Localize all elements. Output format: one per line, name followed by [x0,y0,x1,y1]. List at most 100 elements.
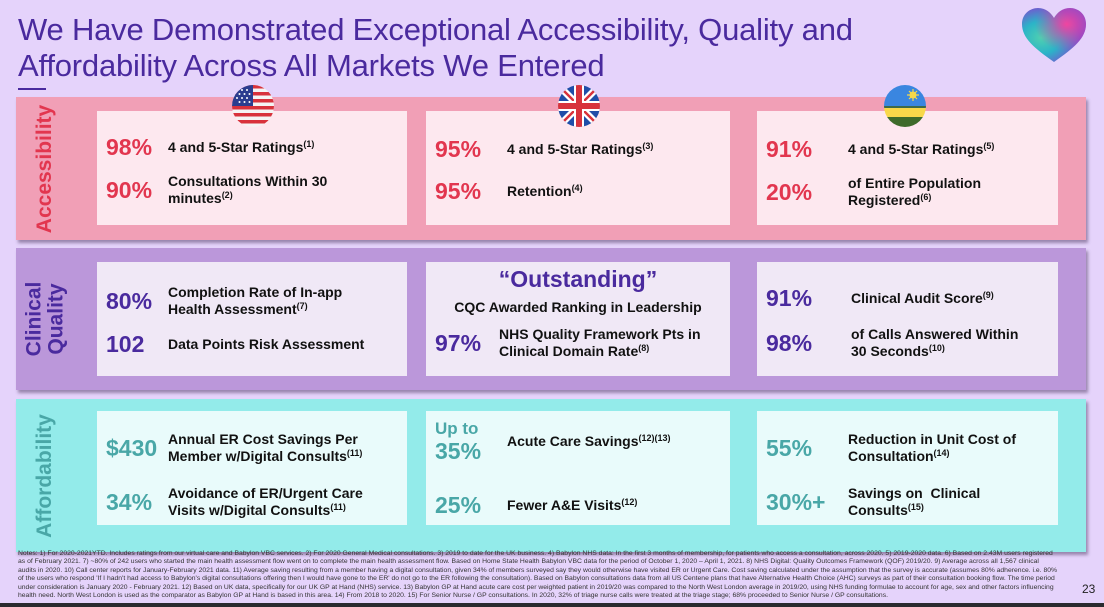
metric-description: Fewer A&E Visits(12) [507,497,637,514]
metric-row: 91% Clinical Audit Score(9) [766,286,1050,310]
metric-description: Consultations Within 30 minutes(2) [168,173,328,207]
uk-clinical-card: “Outstanding” CQC Awarded Ranking in Lea… [426,262,730,376]
metric-description: Retention(4) [507,183,583,200]
footnote-ref: (2) [221,190,233,200]
bottom-bar [0,603,1104,607]
rwanda-accessibility-card: 91% 4 and 5-Star Ratings(5) 20% of Entir… [757,111,1058,225]
affordability-section: Affordability $430 Annual ER Cost Saving… [16,399,1086,552]
rwanda-affordability-card: 55% Reduction in Unit Cost of Consultati… [757,411,1058,525]
slide-title-line-2: Affordability Across All Markets We Ente… [18,48,605,83]
affordability-label-text: Affordability [33,413,57,538]
footnote-ref: (12) [621,496,638,507]
metric-text: Consultations Within 30 minutes [168,173,328,206]
slide-title: We Have Demonstrated Exceptional Accessi… [18,12,853,84]
us-clinical-card: 80% Completion Rate of In-app Health Ass… [97,262,407,376]
metric-description: Completion Rate of In-app Health Assessm… [168,284,358,318]
metric-value: 34% [106,489,153,515]
metric-text: 4 and 5-Star Ratings [168,138,304,155]
metric-value-prefix: Up to [435,419,479,438]
footnote-ref: (11) [330,502,346,512]
metric-value: $430 [106,435,158,461]
footnote-ref: (7) [296,301,308,311]
metric-text: Savings on Clinical Consults [848,485,985,518]
us-affordability-card: $430 Annual ER Cost Savings Per Member w… [97,411,407,525]
slide-title-line-1: We Have Demonstrated Exceptional Accessi… [18,12,853,47]
metric-value: 102 [106,331,145,357]
metric-value: 91% [766,285,813,311]
metric-value-group: Up to 35% [435,419,507,463]
footnote-ref: (14) [933,448,950,458]
accessibility-label: Accessibility [22,97,68,240]
us-accessibility-card: 98% 4 and 5-Star Ratings(1) 90% Consulta… [97,111,407,225]
metric-value: 30%+ [766,489,826,515]
metric-description: Annual ER Cost Savings Per Member w/Digi… [168,431,378,465]
uk-flag-icon [558,85,600,127]
outstanding-headline: “Outstanding” [498,266,658,292]
metric-description: 4 and 5-Star Ratings(1) [168,139,314,156]
metric-row: 95% Retention(4) [435,179,722,203]
uk-accessibility-card: 95% 4 and 5-Star Ratings(3) 95% Retentio… [426,111,730,225]
rwanda-clinical-card: 91% Clinical Audit Score(9) 98% of Calls… [757,262,1058,376]
metric-text: of Entire Population Registered [848,175,981,208]
metric-row: 55% Reduction in Unit Cost of Consultati… [766,431,1050,465]
footnote-ref: (1) [303,138,315,149]
metric-row: 95% 4 and 5-Star Ratings(3) [435,137,722,161]
metric-value: 98% [766,330,813,356]
footnotes: Notes: 1) For 2020-2021YTD. Includes rat… [18,550,1058,600]
metric-row: 102 Data Points Risk Assessment [106,332,399,356]
metric-value: 80% [106,288,153,314]
metric-text: 4 and 5-Star Ratings [848,140,984,157]
metric-description: of Calls Answered Within 30 Seconds(10) [851,326,1031,360]
metric-value: 95% [435,136,482,162]
footnote-ref: (6) [920,192,932,202]
footnote-ref: (8) [638,343,650,353]
footnote-ref: (9) [982,289,994,300]
metric-value: 91% [766,136,813,162]
metric-row: 80% Completion Rate of In-app Health Ass… [106,284,399,318]
metric-text: 4 and 5-Star Ratings [507,140,643,157]
metric-text: of Calls Answered Within 30 Seconds [851,326,1019,359]
footnote-ref: (15) [907,502,924,512]
metric-description: of Entire Population Registered(6) [848,175,998,209]
footnote-ref: (12)(13) [638,432,671,443]
clinical-quality-label: Clinical Quality [22,248,68,390]
metric-row: 91% 4 and 5-Star Ratings(5) [766,137,1050,161]
page-number: 23 [1082,582,1096,596]
metric-text: Acute Care Savings [507,432,639,449]
metric-description: Reduction in Unit Cost of Consultation(1… [848,431,1028,465]
title-accent-rule [18,88,46,90]
metric-text: Completion Rate of In-app Health Assessm… [168,284,343,317]
metric-row: 20% of Entire Population Registered(6) [766,175,1050,209]
label-line-2: Quality [44,283,68,355]
metric-row: 98% 4 and 5-Star Ratings(1) [106,135,399,159]
footnote-ref: (4) [571,182,583,193]
label-line-1: Clinical [22,281,46,357]
metric-row: 98% of Calls Answered Within 30 Seconds(… [766,326,1050,360]
metric-description: 4 and 5-Star Ratings(5) [848,141,994,158]
metric-description: NHS Quality Framework Pts in Clinical Do… [499,326,719,360]
affordability-label: Affordability [22,399,68,552]
footnote-ref: (3) [642,140,654,151]
metric-value: 25% [435,492,482,518]
metric-text: Retention [507,182,572,199]
metric-value: 55% [766,435,813,461]
metric-text: Fewer A&E Visits [507,496,622,513]
metric-text: Clinical Audit Score [851,289,983,306]
metric-value: 97% [435,330,482,356]
cqc-subheading: CQC Awarded Ranking in Leadership [454,299,702,315]
metric-value: 90% [106,177,153,203]
metric-text: Reduction in Unit Cost of Consultation [848,431,1016,464]
uk-affordability-card: Up to 35% Acute Care Savings(12)(13) 25%… [426,411,730,525]
metric-text: NHS Quality Framework Pts in Clinical Do… [499,326,701,359]
metric-value: 20% [766,179,813,205]
metric-row: 34% Avoidance of ER/Urgent Care Visits w… [106,485,399,519]
metric-description: Clinical Audit Score(9) [851,290,994,307]
clinical-quality-label-text: Clinical Quality [22,281,68,357]
metric-text: Annual ER Cost Savings Per Member w/Digi… [168,431,358,464]
accessibility-label-text: Accessibility [33,104,56,233]
footnote-ref: (11) [346,448,363,458]
metric-row: $430 Annual ER Cost Savings Per Member w… [106,431,399,465]
metric-value: 95% [435,178,482,204]
metric-description: Acute Care Savings(12)(13) [507,433,671,450]
metric-value: 98% [106,134,153,160]
